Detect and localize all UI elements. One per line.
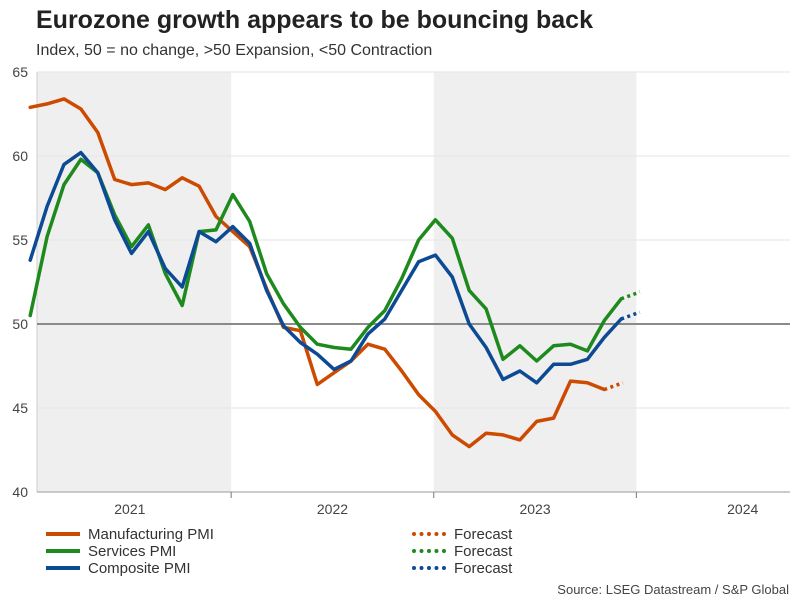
legend-label-composite: Composite PMI [88, 559, 191, 577]
x-tick-2023: 2023 [519, 501, 550, 517]
y-tick-40: 40 [12, 484, 28, 500]
legend-item-services-forecast: Forecast [412, 541, 512, 561]
legend-swatch-services-forecast [412, 549, 446, 553]
legend-swatch-composite [46, 566, 80, 570]
legend-item-services: Services PMI [46, 541, 176, 561]
y-tick-65: 65 [12, 64, 28, 80]
y-tick-55: 55 [12, 232, 28, 248]
legend-item-manufacturing: Manufacturing PMI [46, 524, 214, 544]
legend-label-manufacturing: Manufacturing PMI [88, 525, 214, 543]
legend-item-manufacturing-forecast: Forecast [412, 524, 512, 544]
y-tick-60: 60 [12, 148, 28, 164]
legend-swatch-manufacturing-forecast [412, 532, 446, 536]
x-tick-2024: 2024 [727, 501, 758, 517]
composite-pmi-line [28, 150, 623, 385]
legend-label-services-forecast: Forecast [454, 542, 513, 560]
legend-label-manufacturing-forecast: Forecast [454, 525, 513, 543]
legend-swatch-manufacturing [46, 532, 80, 536]
legend-label-services: Services PMI [88, 542, 177, 560]
chart-title: Eurozone growth appears to be bouncing b… [36, 6, 593, 34]
source-note: Source: LSEG Datastream / S&P Global [557, 582, 789, 597]
y-tick-45: 45 [12, 400, 28, 416]
x-tick-2022: 2022 [317, 501, 348, 517]
legend-swatch-services [46, 549, 80, 553]
shaded-period-0 [37, 72, 232, 492]
x-tick-2021: 2021 [114, 501, 145, 517]
legend-item-composite-forecast: Forecast [412, 558, 512, 578]
chart-subtitle: Index, 50 = no change, >50 Expansion, <5… [36, 42, 433, 59]
y-tick-50: 50 [12, 316, 28, 332]
legend-swatch-composite-forecast [412, 566, 446, 570]
services-pmi-line [28, 157, 623, 363]
legend-item-composite: Composite PMI [46, 558, 191, 578]
legend-label-composite-forecast: Forecast [454, 559, 513, 577]
shaded-period-1 [433, 72, 637, 492]
manufacturing-pmi-line [28, 97, 607, 449]
